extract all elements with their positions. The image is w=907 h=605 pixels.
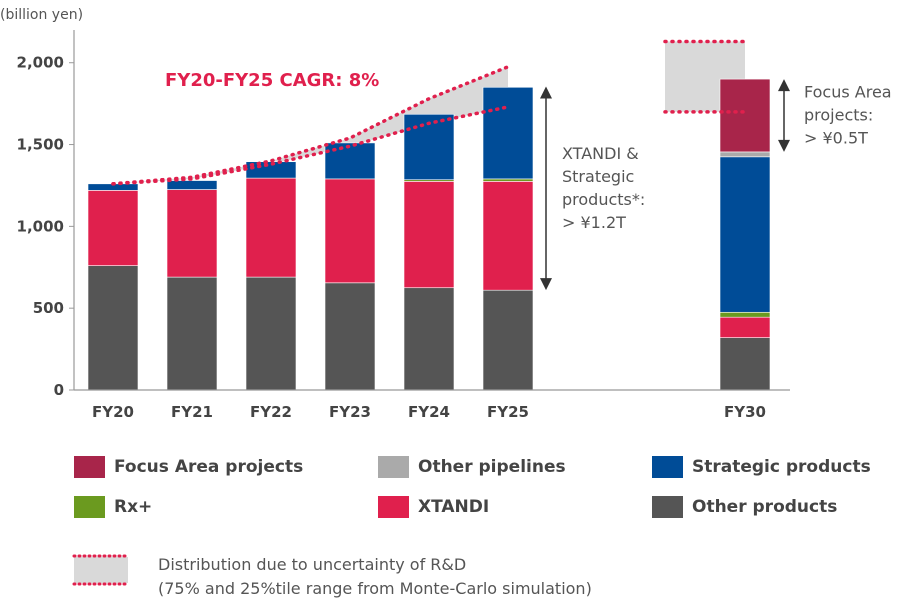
legend-item-strategic-products: Strategic products <box>652 456 871 478</box>
legend-item-rx: Rx+ <box>74 496 152 518</box>
x-tick-label-fy21: FY21 <box>171 403 213 421</box>
legend-label: XTANDI <box>418 497 490 517</box>
bar-fy21-xtandi <box>166 189 218 278</box>
legend-swatch <box>74 456 105 478</box>
distribution-line-2: (75% and 25%tile range from Monte-Carlo … <box>158 579 592 598</box>
x-tick-label-fy23: FY23 <box>329 403 371 421</box>
bar-fy22-xtandi <box>245 177 297 278</box>
legend-swatch <box>652 496 683 518</box>
y-tick-label: 500 <box>33 299 64 317</box>
bar-fy23-strategic-products <box>324 142 376 180</box>
bar-fy30-other-pipelines <box>719 151 771 158</box>
annotation-text-1-line-1: XTANDI & <box>562 144 639 163</box>
legend-swatch <box>378 456 409 478</box>
bar-fy25-xtandi <box>482 181 534 291</box>
bar-fy24-xtandi <box>403 181 455 289</box>
y-tick-label: 1,000 <box>17 217 64 235</box>
bar-fy24-other-products <box>403 287 455 391</box>
annotation-arrow-2 <box>778 79 790 152</box>
annotation-text-2-line-2: projects: <box>804 106 873 125</box>
distribution-text: Distribution due to uncertainty of R&D (… <box>158 553 592 601</box>
legend-item-focus-area-projects: Focus Area projects <box>74 456 303 478</box>
y-tick-label: 1,500 <box>17 136 64 154</box>
bar-fy30-other-products <box>719 337 771 391</box>
y-axis-unit-label: (billion yen) <box>0 7 83 23</box>
legend-label: Focus Area projects <box>114 457 304 477</box>
annotation-text-1-line-3: products*: <box>562 190 645 209</box>
x-axis-ticks: FY20 FY21 FY22 FY23 FY24 FY25 FY30 <box>92 403 766 421</box>
annotation-arrow-1 <box>540 86 552 291</box>
distribution-swatch <box>72 554 130 586</box>
legend-swatch <box>652 456 683 478</box>
bar-fy24-strategic-products <box>403 113 455 181</box>
bar-fy20-xtandi <box>87 190 139 266</box>
legend-swatch <box>378 496 409 518</box>
bar-fy25-other-products <box>482 289 534 391</box>
x-tick-label-fy30: FY30 <box>724 403 766 421</box>
bar-fy30-strategic-products <box>719 156 771 313</box>
y-axis-ticks: 0 500 1,000 1,500 2,000 <box>17 54 74 399</box>
x-tick-label-fy20: FY20 <box>92 403 134 421</box>
annotation-text-2-line-3: > ¥0.5T <box>804 129 868 148</box>
legend-label: Other pipelines <box>418 457 566 477</box>
annotation-text-1-line-4: > ¥1.2T <box>562 213 626 232</box>
bar-fy30-rx <box>719 311 771 318</box>
bar-fy30-xtandi <box>719 316 771 338</box>
bar-fy21-strategic-products <box>166 180 218 190</box>
legend-item-xtandi: XTANDI <box>378 496 489 518</box>
legend-item-other-pipelines: Other pipelines <box>378 456 566 478</box>
bar-fy25-rx <box>482 178 534 182</box>
x-tick-label-fy25: FY25 <box>487 403 529 421</box>
annotation-text-2-line-1: Focus Area <box>804 83 892 102</box>
stacked-bars <box>87 78 771 391</box>
y-tick-label: 2,000 <box>17 54 64 72</box>
annotation-text-1-line-2: Strategic <box>562 167 634 186</box>
legend-label: Strategic products <box>692 457 871 477</box>
uncertainty-dotted-lines <box>111 39 747 186</box>
bar-fy23-other-products <box>324 282 376 391</box>
bar-fy30-focus-area-projects <box>719 78 771 153</box>
distribution-note: Distribution due to uncertainty of R&D (… <box>72 553 902 603</box>
bar-fy22-other-products <box>245 276 297 391</box>
bar-fy25-strategic-products <box>482 86 534 180</box>
bar-fy21-other-products <box>166 276 218 391</box>
cagr-label: FY20-FY25 CAGR: 8% <box>165 70 379 91</box>
legend-item-other-products: Other products <box>652 496 837 518</box>
legend-swatch <box>74 496 105 518</box>
uncertainty-upper-line <box>111 65 510 186</box>
x-tick-label-fy22: FY22 <box>250 403 292 421</box>
legend-label: Rx+ <box>114 497 153 517</box>
distribution-line-1: Distribution due to uncertainty of R&D <box>158 555 467 574</box>
uncertainty-lower-line <box>111 105 510 186</box>
bar-fy20-other-products <box>87 265 139 391</box>
bar-fy23-xtandi <box>324 178 376 284</box>
legend-label: Other products <box>692 497 838 517</box>
annotations: XTANDI & Strategic products*: > ¥1.2T Focus … <box>540 79 892 291</box>
y-tick-label: 0 <box>54 381 64 399</box>
x-tick-label-fy24: FY24 <box>408 403 450 421</box>
